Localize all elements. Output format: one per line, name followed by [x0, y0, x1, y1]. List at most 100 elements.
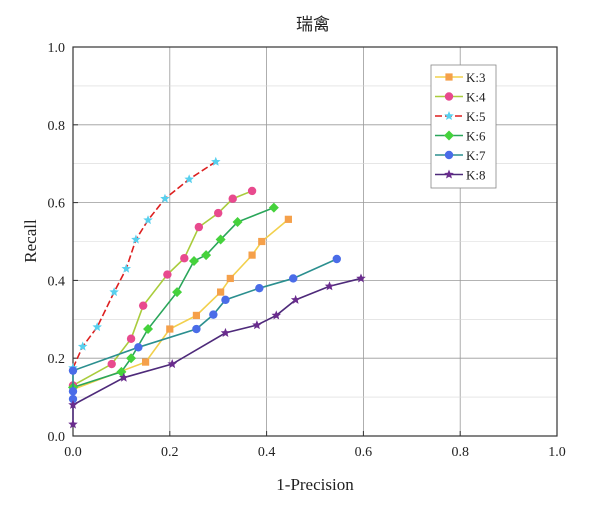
data-point — [160, 193, 170, 203]
data-point — [258, 237, 266, 246]
chart-title: 瑞禽 — [296, 15, 330, 34]
x-tick-label: 0.0 — [64, 445, 82, 460]
data-point — [324, 281, 335, 291]
legend-item: K:4 — [435, 90, 486, 105]
series-2 — [68, 186, 257, 390]
x-tick-label: 0.2 — [161, 445, 179, 460]
x-axis-label: 1-Precision — [276, 475, 354, 494]
data-point — [68, 399, 78, 409]
series-line — [72, 218, 289, 391]
data-point — [214, 208, 223, 218]
data-point — [228, 194, 237, 203]
series-line — [72, 258, 338, 400]
data-point — [201, 250, 212, 261]
series-line — [72, 190, 253, 387]
y-tick-label: 0.2 — [48, 352, 66, 367]
data-point — [248, 251, 256, 259]
y-tick-label: 0.4 — [48, 274, 66, 289]
data-point — [289, 274, 298, 283]
legend-item: K:6 — [435, 129, 486, 144]
legend-label: K:7 — [466, 148, 486, 163]
legend-marker — [444, 92, 454, 101]
data-point — [332, 254, 341, 264]
data-point — [107, 359, 116, 369]
data-point — [290, 294, 301, 304]
data-point — [284, 215, 292, 223]
x-tick-label: 0.4 — [258, 445, 276, 460]
data-point — [217, 288, 225, 296]
data-point — [172, 287, 183, 298]
series-line — [72, 206, 275, 389]
legend-box — [430, 64, 497, 189]
series-3 — [68, 156, 221, 372]
series-layer — [68, 156, 366, 429]
y-tick-label: 0.8 — [48, 119, 66, 134]
series-5 — [68, 254, 341, 404]
data-point — [221, 295, 230, 305]
legend-item: K:7 — [435, 148, 486, 163]
data-point — [184, 174, 194, 184]
data-point — [268, 202, 279, 213]
data-point — [116, 366, 127, 377]
x-tick-label: 1.0 — [548, 445, 566, 460]
data-point — [68, 366, 78, 375]
legend-item: K:3 — [435, 70, 486, 85]
legend-item: K:8 — [435, 168, 486, 183]
data-point — [209, 310, 218, 319]
legend-marker — [444, 130, 454, 141]
legend-label: K:6 — [466, 129, 486, 144]
data-point — [68, 419, 78, 429]
data-point — [134, 343, 143, 352]
series-6 — [68, 273, 366, 429]
data-point — [163, 270, 172, 279]
data-point — [226, 274, 234, 283]
legend-label: K:8 — [466, 168, 486, 183]
data-point — [220, 327, 231, 337]
y-tick-label: 1.0 — [48, 41, 66, 56]
data-point — [211, 156, 221, 166]
legend-label: K:5 — [466, 109, 486, 124]
data-point — [167, 359, 177, 369]
legend-marker — [444, 111, 454, 121]
x-tick-label: 0.8 — [451, 445, 469, 460]
legend-item: K:5 — [435, 109, 486, 124]
data-point — [271, 310, 282, 320]
data-point — [192, 324, 201, 334]
legend-marker — [444, 169, 454, 179]
data-point — [255, 283, 264, 293]
data-point — [252, 320, 262, 330]
data-point — [232, 217, 243, 228]
data-point — [77, 341, 88, 351]
data-point — [119, 372, 129, 382]
legend-marker — [444, 150, 454, 160]
legend: K:3 K:4 K:5 K:6 K:7 K:8 — [430, 64, 497, 189]
x-tick-label: 0.6 — [355, 445, 373, 460]
data-point — [109, 287, 119, 297]
data-point — [68, 387, 78, 396]
series-4 — [68, 202, 279, 393]
data-point — [143, 215, 153, 225]
data-point — [166, 325, 174, 333]
series-line — [72, 277, 362, 425]
data-point — [356, 273, 366, 283]
data-point — [142, 358, 150, 366]
data-point — [68, 394, 78, 404]
data-point — [215, 234, 226, 245]
data-point — [92, 322, 102, 332]
data-point — [189, 255, 199, 266]
legend-label: K:4 — [466, 90, 486, 105]
y-axis-label: Recall — [21, 219, 40, 263]
plot-frame — [72, 46, 558, 437]
data-point — [126, 334, 136, 343]
data-point — [131, 234, 141, 244]
ticks: 0.0 0.2 0.4 0.6 0.8 1.0 0.0 0.2 0.4 0.6 0.8 1.0 — [48, 41, 566, 460]
legend-label: K:3 — [466, 70, 486, 85]
series-line — [72, 161, 217, 369]
data-point — [194, 222, 204, 232]
y-tick-label: 0.0 — [48, 430, 66, 445]
data-point — [138, 301, 148, 310]
series-1 — [69, 215, 292, 393]
data-point — [143, 324, 154, 335]
y-tick-label: 0.6 — [48, 197, 66, 212]
